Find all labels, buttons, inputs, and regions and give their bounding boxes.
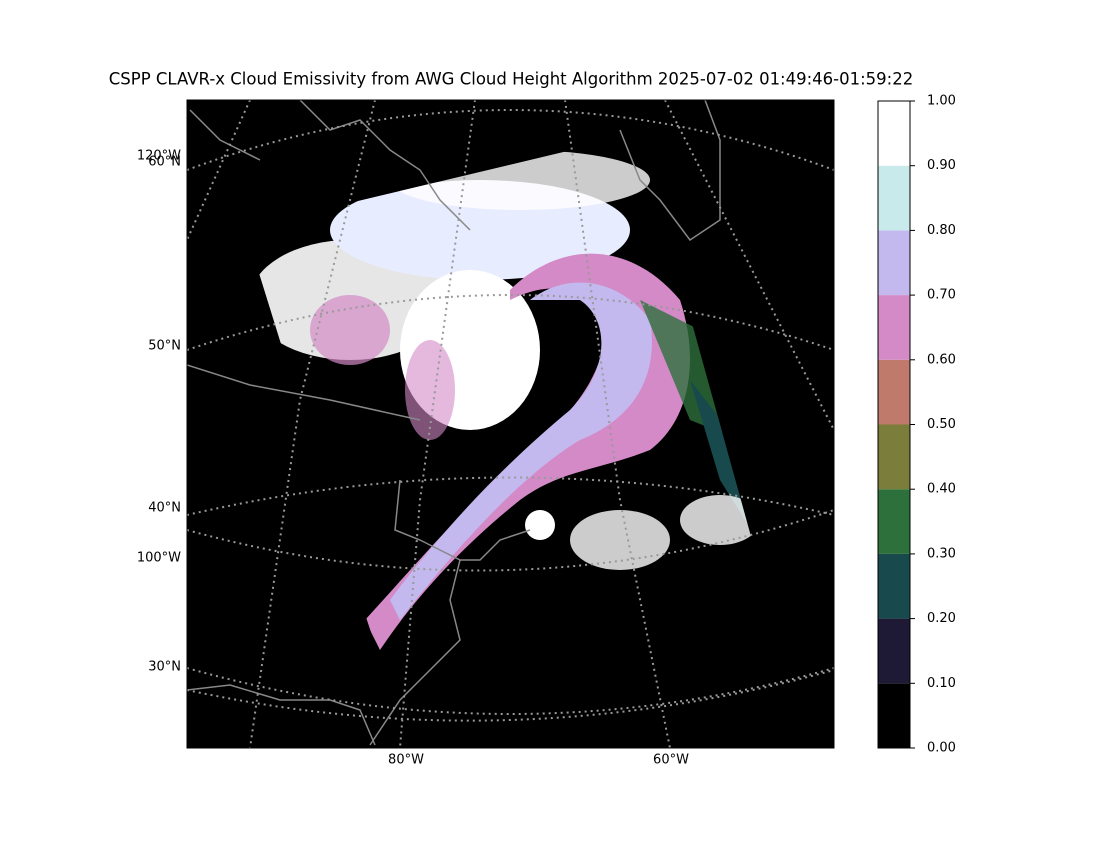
colorbar-tick-label: 0.50 — [927, 417, 956, 432]
colorbar-tick-label: 0.40 — [927, 482, 956, 497]
title: CSPP CLAVR-x Cloud Emissivity from AWG C… — [109, 70, 913, 89]
colorbar: 0.00 0.10 0.20 0.30 0.40 0.50 0.60 0.70 0.80 0.90… — [877, 94, 956, 756]
colorbar-tick-label: 1.00 — [927, 94, 956, 109]
map-labels: 60°N 50°N 40°N 30°N 120°W 100°W 80°W 60°W — [137, 149, 689, 768]
colorbar-band — [878, 230, 910, 296]
colorbar-band — [878, 553, 910, 619]
colorbar-tick-label: 0.10 — [927, 676, 956, 691]
colorbar-tick-label: 0.80 — [927, 223, 956, 238]
lon-label: 120°W — [137, 149, 181, 164]
colorbar-band — [878, 683, 910, 748]
lat-label: 60°N — [148, 155, 181, 170]
lon-label: 100°W — [137, 551, 181, 566]
lat-label: 50°N — [148, 339, 181, 354]
colorbar-tick-label: 0.60 — [927, 352, 956, 367]
colorbar-band — [878, 295, 910, 360]
colorbar-tick-label: 0.70 — [927, 288, 956, 303]
lon-label: 80°W — [388, 753, 424, 768]
colorbar-tick-label: 0.90 — [927, 158, 956, 173]
map — [187, 100, 834, 748]
lat-label: 30°N — [148, 660, 181, 675]
colorbar-tick-label: 0.20 — [927, 611, 956, 626]
colorbar-band — [878, 618, 910, 684]
colorbar-band — [878, 359, 910, 425]
map-frame — [186, 99, 835, 749]
colorbar-band — [878, 165, 910, 231]
colorbar-band — [878, 424, 910, 490]
lon-label: 60°W — [653, 753, 689, 768]
colorbar-band — [878, 489, 910, 554]
colorbar-tick-label: 0.30 — [927, 546, 956, 561]
lat-label: 40°N — [148, 501, 181, 516]
colorbar-tick-label: 0.00 — [927, 741, 956, 756]
colorbar-band — [878, 101, 910, 166]
